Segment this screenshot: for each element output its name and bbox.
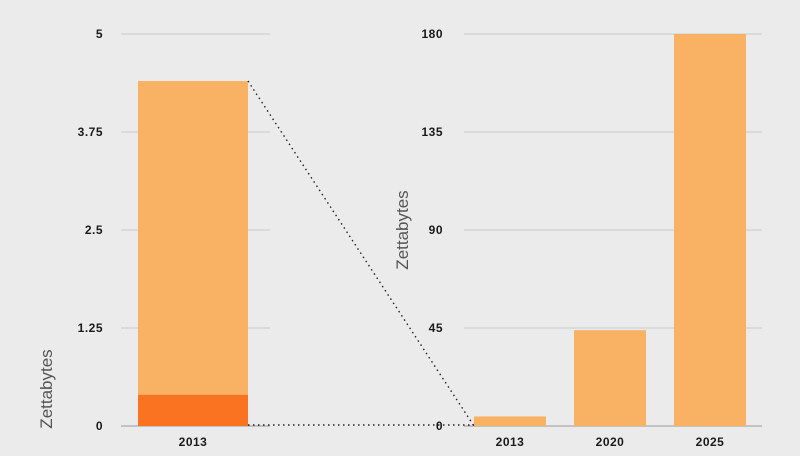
right-y-tick-label: 45 xyxy=(429,321,443,335)
right-x-tick-label: 2025 xyxy=(696,435,725,449)
left-bar-segment-lower xyxy=(138,394,248,426)
left-x-tick-label: 2013 xyxy=(179,435,208,449)
left-y-tick-label: 2.5 xyxy=(85,223,103,237)
left-chart: 0 1.25 2.5 3.75 5 2013 Zettabytes xyxy=(37,27,270,449)
zoom-connector xyxy=(247,80,475,427)
left-y-tick-label: 5 xyxy=(96,27,103,41)
left-y-tick-label: 3.75 xyxy=(78,125,103,139)
left-y-tick-label: 1.25 xyxy=(78,321,103,335)
left-y-axis-label: Zettabytes xyxy=(37,349,56,428)
right-y-tick-label: 135 xyxy=(421,125,443,139)
right-y-tick-label: 90 xyxy=(429,223,443,237)
right-y-tick-label: 180 xyxy=(421,27,443,41)
right-x-tick-label: 2020 xyxy=(596,435,625,449)
left-bar-segment-upper xyxy=(138,81,248,395)
right-y-axis-label: Zettabytes xyxy=(393,190,412,269)
left-y-tick-label: 0 xyxy=(96,419,103,433)
right-bar-2013 xyxy=(474,416,546,426)
right-y-tick-label: 0 xyxy=(436,419,443,433)
right-bar-2025 xyxy=(674,34,746,426)
right-x-tick-label: 2013 xyxy=(496,435,525,449)
right-chart: 0 45 90 135 180 2013 2020 2025 Zettabytes xyxy=(393,27,762,449)
zoom-connector-top xyxy=(247,80,475,427)
right-bar-2020 xyxy=(574,330,646,426)
